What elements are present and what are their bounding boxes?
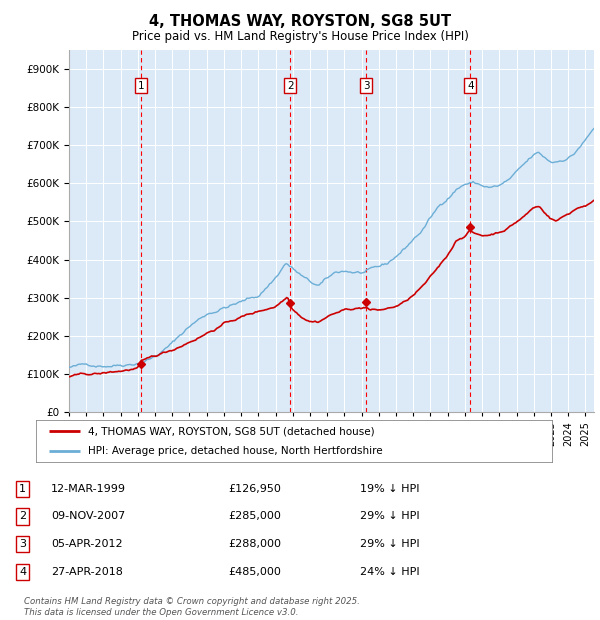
Text: 3: 3: [19, 539, 26, 549]
Text: 4: 4: [467, 81, 474, 91]
Text: 05-APR-2012: 05-APR-2012: [51, 539, 122, 549]
Text: 1: 1: [19, 484, 26, 494]
Text: 4, THOMAS WAY, ROYSTON, SG8 5UT: 4, THOMAS WAY, ROYSTON, SG8 5UT: [149, 14, 451, 29]
Text: 12-MAR-1999: 12-MAR-1999: [51, 484, 126, 494]
Text: 19% ↓ HPI: 19% ↓ HPI: [360, 484, 419, 494]
Text: 3: 3: [363, 81, 370, 91]
Text: £126,950: £126,950: [228, 484, 281, 494]
Text: £285,000: £285,000: [228, 512, 281, 521]
Text: 09-NOV-2007: 09-NOV-2007: [51, 512, 125, 521]
Text: 2: 2: [19, 512, 26, 521]
Text: Contains HM Land Registry data © Crown copyright and database right 2025.
This d: Contains HM Land Registry data © Crown c…: [24, 598, 360, 617]
Text: £485,000: £485,000: [228, 567, 281, 577]
Text: 27-APR-2018: 27-APR-2018: [51, 567, 123, 577]
Text: 4: 4: [19, 567, 26, 577]
Text: 29% ↓ HPI: 29% ↓ HPI: [360, 512, 419, 521]
Text: HPI: Average price, detached house, North Hertfordshire: HPI: Average price, detached house, Nort…: [88, 446, 382, 456]
Text: 24% ↓ HPI: 24% ↓ HPI: [360, 567, 419, 577]
Text: 4, THOMAS WAY, ROYSTON, SG8 5UT (detached house): 4, THOMAS WAY, ROYSTON, SG8 5UT (detache…: [88, 426, 374, 436]
Text: 2: 2: [287, 81, 293, 91]
Text: Price paid vs. HM Land Registry's House Price Index (HPI): Price paid vs. HM Land Registry's House …: [131, 30, 469, 43]
Text: £288,000: £288,000: [228, 539, 281, 549]
Text: 1: 1: [138, 81, 145, 91]
Text: 29% ↓ HPI: 29% ↓ HPI: [360, 539, 419, 549]
